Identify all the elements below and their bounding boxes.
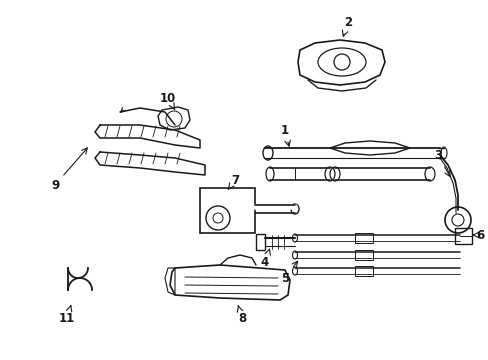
Text: 11: 11	[59, 306, 75, 324]
Text: 6: 6	[472, 229, 483, 242]
Text: 8: 8	[237, 306, 245, 324]
Text: 7: 7	[228, 174, 239, 189]
Text: 4: 4	[260, 249, 270, 269]
Text: 3: 3	[433, 149, 449, 176]
Text: 5: 5	[280, 261, 297, 284]
Text: 1: 1	[281, 123, 290, 146]
Text: 10: 10	[160, 91, 176, 110]
Text: 2: 2	[342, 15, 351, 36]
Text: 9: 9	[51, 148, 87, 192]
